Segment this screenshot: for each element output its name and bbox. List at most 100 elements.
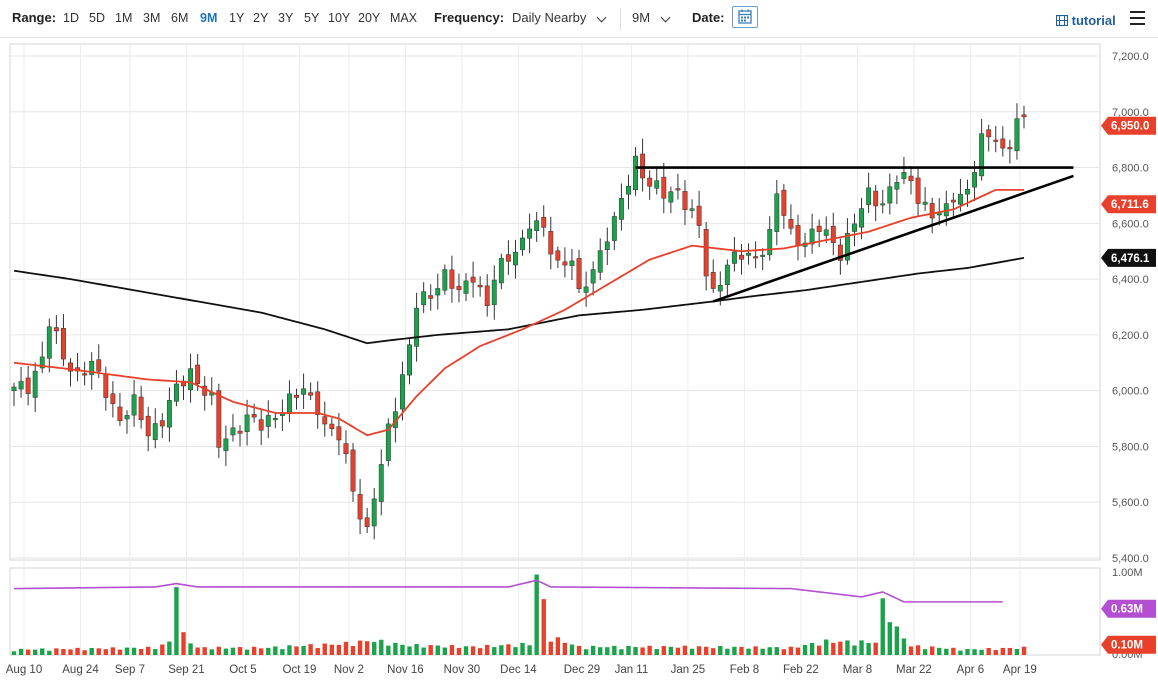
frequency-select[interactable]: Daily Nearby xyxy=(512,10,587,25)
candle-body xyxy=(929,203,935,219)
candle-body xyxy=(96,359,102,372)
tutorial-label[interactable]: tutorial xyxy=(1071,13,1116,28)
volume-bar xyxy=(442,647,448,655)
volume-pane xyxy=(9,567,1101,656)
candle-body xyxy=(287,393,292,414)
volume-bar xyxy=(216,646,222,655)
range-button-max[interactable]: MAX xyxy=(390,11,418,25)
candle-body xyxy=(880,203,886,206)
candle-body xyxy=(823,229,829,236)
candle-body xyxy=(852,223,857,232)
candle-body xyxy=(576,258,582,289)
candle-body xyxy=(145,415,151,437)
candle-body xyxy=(979,133,985,177)
candle-body xyxy=(837,244,843,261)
volume-tick-label: 1.00M xyxy=(1112,567,1143,579)
volume-bar xyxy=(590,645,596,655)
range-button-10y[interactable]: 10Y xyxy=(328,11,351,25)
ma-red-badge: 6,711.6 xyxy=(1101,195,1156,214)
range-button-6m[interactable]: 6M xyxy=(171,11,189,25)
range-button-1y[interactable]: 1Y xyxy=(229,11,245,25)
candle-body xyxy=(477,284,483,288)
volume-bar xyxy=(202,647,207,655)
volume-bar xyxy=(11,651,17,655)
volume-bar xyxy=(308,644,313,655)
volume-bar xyxy=(527,645,532,655)
candle-body xyxy=(873,190,879,207)
candle-body xyxy=(894,182,900,190)
volume-bar xyxy=(124,647,130,655)
volume-bar xyxy=(463,646,469,655)
price-badge xyxy=(1101,248,1156,267)
x-tick-label: Nov 2 xyxy=(334,664,364,676)
trendline xyxy=(712,174,1074,303)
x-tick-label: Oct 19 xyxy=(283,664,317,676)
candle-body xyxy=(343,443,349,455)
range-button-1d[interactable]: 1D xyxy=(63,11,79,25)
volume-bar xyxy=(343,641,349,655)
price-badge-label: 0.10M xyxy=(1111,640,1143,652)
period-select[interactable]: 9M xyxy=(632,10,651,25)
range-button-3m[interactable]: 3M xyxy=(143,11,161,25)
chevron-down-icon[interactable] xyxy=(660,12,671,23)
tutorial-link[interactable]: tutorial xyxy=(1055,13,1116,28)
volume-bar xyxy=(986,648,991,655)
x-tick-label: Jan 25 xyxy=(671,664,706,676)
candle-body xyxy=(329,423,335,430)
x-tick-label: Aug 24 xyxy=(62,664,99,676)
volume-bar xyxy=(89,647,94,655)
candle-body xyxy=(251,414,257,418)
volume-bar xyxy=(32,649,38,655)
volume-bar xyxy=(61,648,66,655)
candle-body xyxy=(753,256,759,259)
volume-bar xyxy=(866,643,871,655)
volume-bar xyxy=(259,648,264,655)
volume-bar xyxy=(1021,646,1027,655)
candle-body xyxy=(505,254,511,262)
range-button-9m[interactable]: 9M xyxy=(200,11,218,25)
volume-bar xyxy=(428,645,433,655)
volume-bar xyxy=(929,646,935,655)
hamburger-menu-icon[interactable] xyxy=(1130,11,1145,25)
candle-body xyxy=(138,396,144,421)
range-button-1m[interactable]: 1M xyxy=(115,11,133,25)
volume-bar xyxy=(223,648,229,655)
price-tick-label: 5,600.0 xyxy=(1112,497,1149,509)
x-tick-label: Nov 30 xyxy=(444,664,480,676)
volume-bar xyxy=(548,641,553,655)
volume-bar xyxy=(958,650,963,655)
chevron-down-icon[interactable] xyxy=(596,12,607,23)
price-badge xyxy=(1101,599,1156,618)
candle-body xyxy=(788,219,794,229)
range-button-5y[interactable]: 5Y xyxy=(304,11,320,25)
date-label: Date: xyxy=(692,10,725,25)
candle-body xyxy=(230,427,236,436)
price-chart[interactable]: 5,400.0 5,600.0 5,800.0 6,000.0 6,200.0 6,400… xyxy=(0,38,1158,693)
range-button-3y[interactable]: 3Y xyxy=(278,11,294,25)
volume-bar xyxy=(965,649,970,655)
candle-body xyxy=(159,420,165,427)
volume-bar xyxy=(230,647,236,655)
volume-bar xyxy=(209,649,214,655)
candle-body xyxy=(562,261,568,266)
volume-bar xyxy=(951,647,956,655)
range-button-20y[interactable]: 20Y xyxy=(358,11,381,25)
volume-bar xyxy=(809,642,815,655)
calendar-icon[interactable] xyxy=(732,6,758,28)
candle-body xyxy=(152,423,158,441)
volume-bar xyxy=(492,647,497,655)
range-button-5d[interactable]: 5D xyxy=(89,11,105,25)
volume-bar xyxy=(181,632,186,655)
candle-body xyxy=(590,269,596,284)
volume-bar xyxy=(711,648,716,655)
volume-bar xyxy=(513,647,518,655)
moving-average-black-line xyxy=(13,257,1025,345)
price-tick-label: 6,800.0 xyxy=(1112,163,1149,175)
volume-bar xyxy=(802,644,808,655)
candle-body xyxy=(710,272,716,289)
range-button-2y[interactable]: 2Y xyxy=(253,11,269,25)
candle-body xyxy=(131,394,137,416)
volume-bar xyxy=(774,647,779,655)
candle-body xyxy=(859,208,864,228)
candle-body xyxy=(258,419,264,431)
